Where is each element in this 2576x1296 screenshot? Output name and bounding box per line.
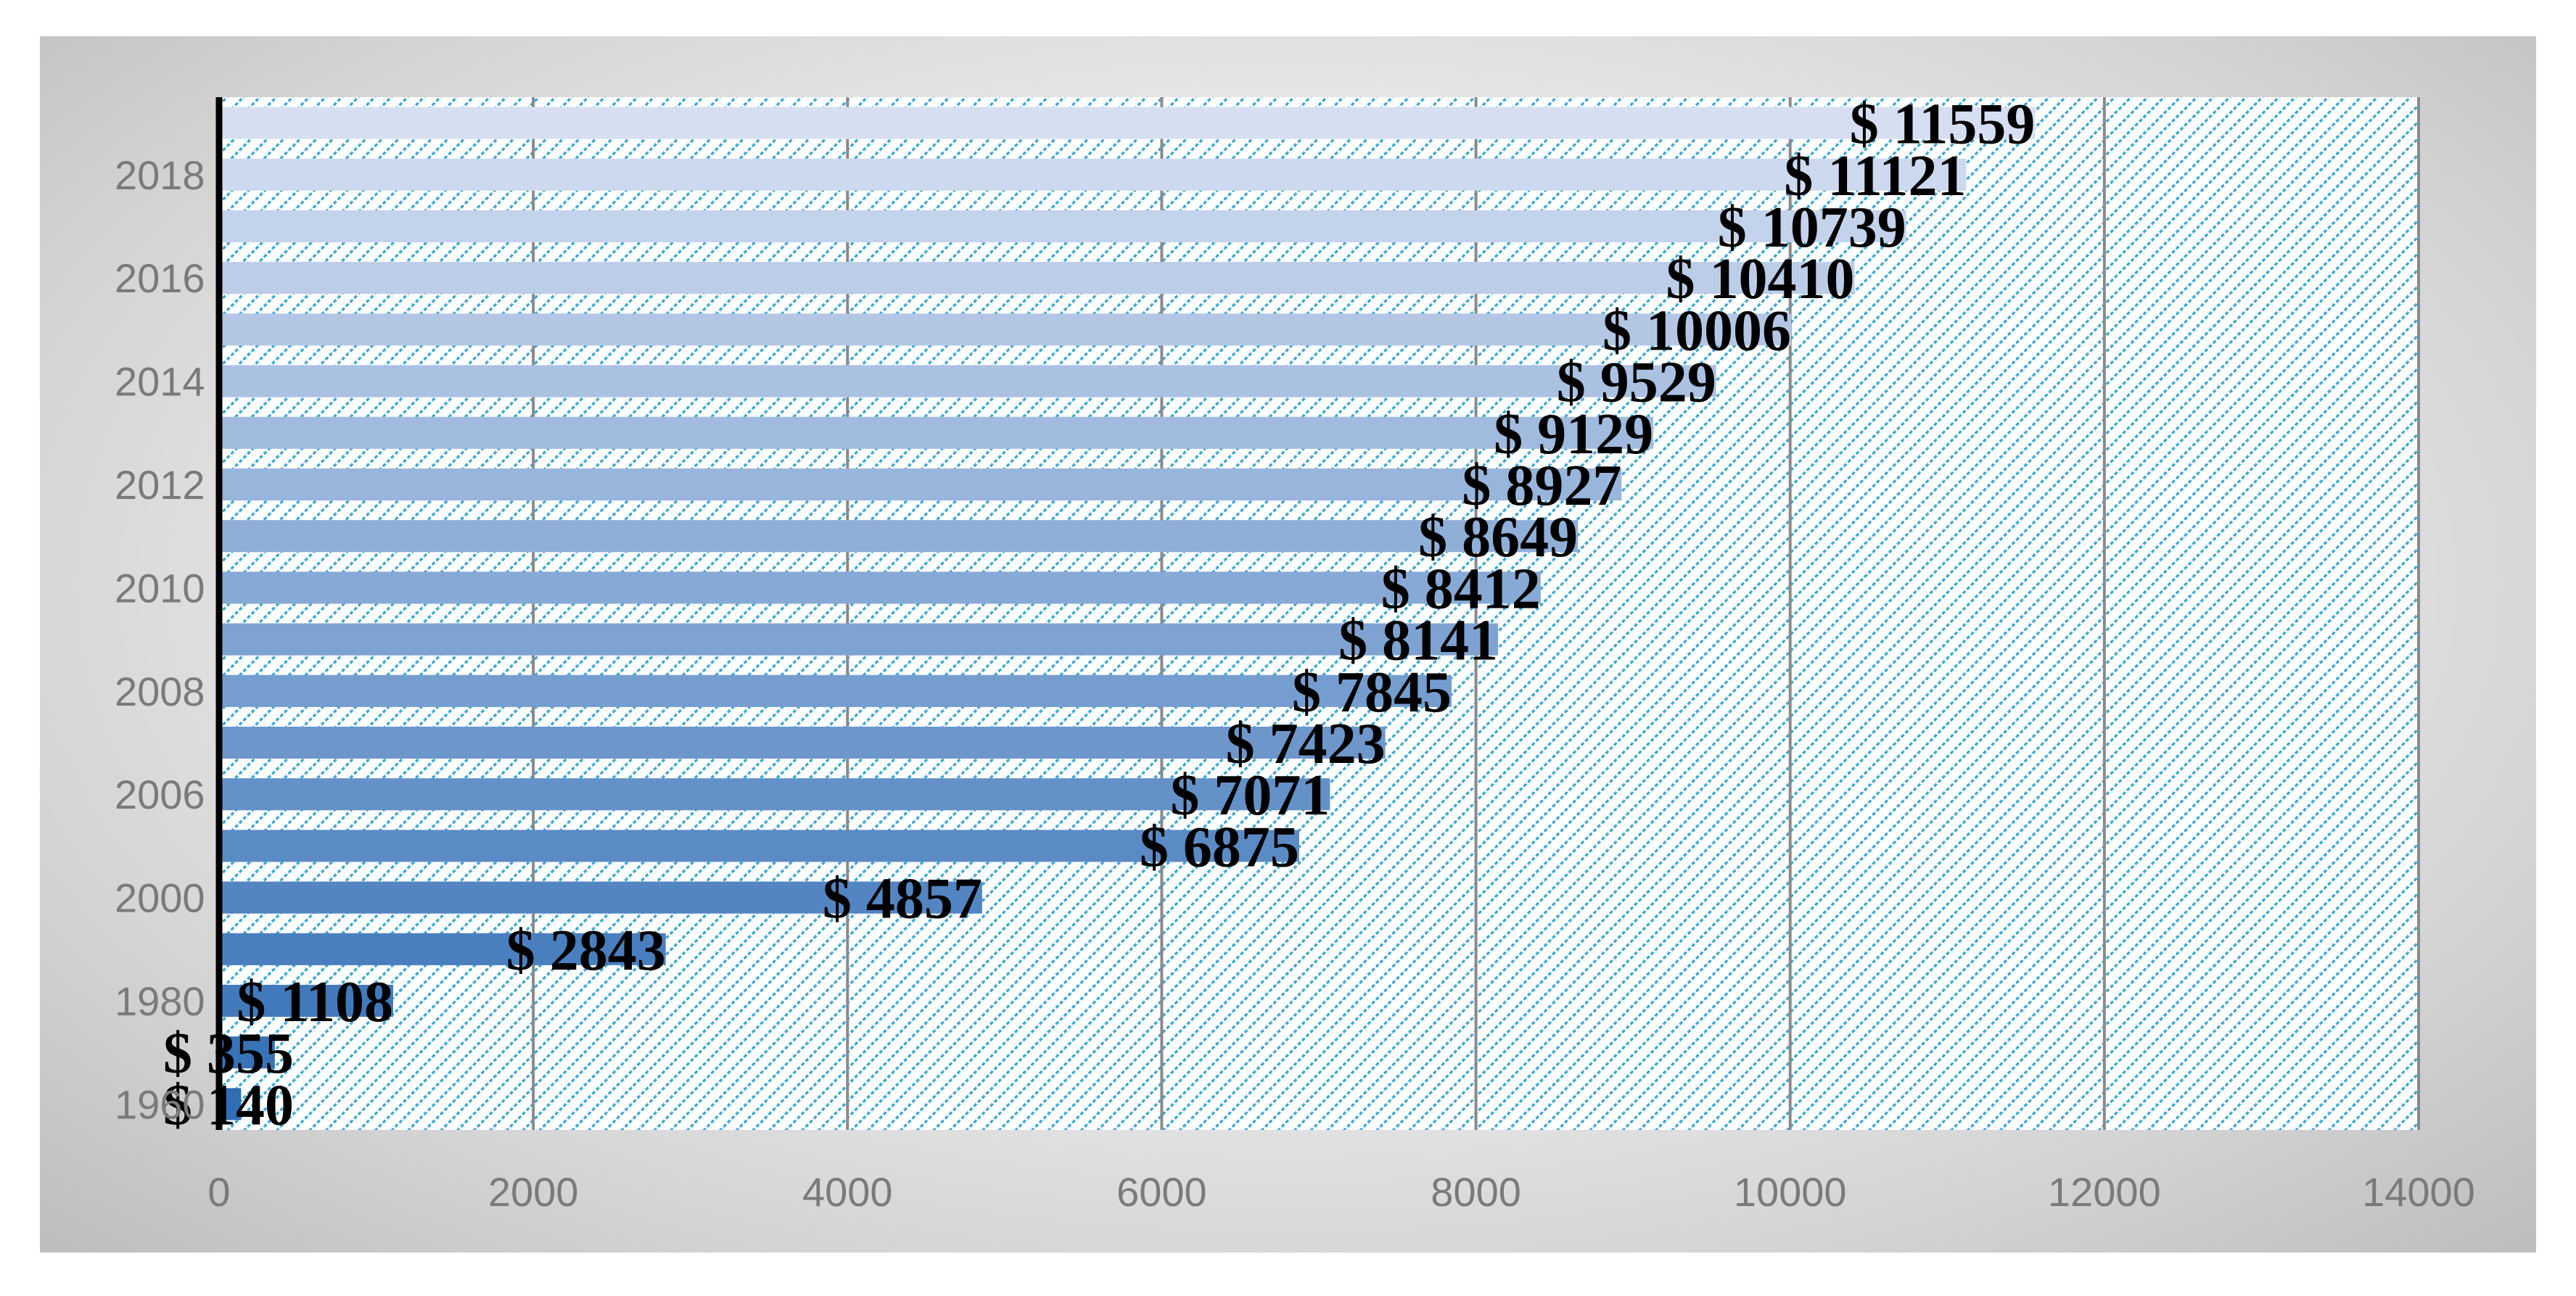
data-label-2013: $ 9129 [1494,403,1653,466]
y-tick-label-2006: 2006 [115,772,205,817]
bar-2011 [219,520,1579,553]
x-tick-label-8000: 8000 [1431,1169,1521,1215]
y-tick-label-2010: 2010 [115,565,205,611]
bar-2015 [219,313,1792,346]
data-label-1970: $ 355 [163,1022,294,1086]
x-tick-label-14000: 14000 [2362,1169,2475,1215]
data-label-1990: $ 2843 [506,919,666,983]
bar-2009 [219,623,1499,656]
bar-2013 [219,416,1654,449]
y-tick-label-2008: 2008 [115,669,205,714]
bar-1970 [219,1036,275,1069]
y-tick-label-2000: 2000 [115,875,205,921]
data-label-2006: $ 7071 [1170,764,1330,827]
bar-2005 [219,830,1299,862]
data-label-2007: $ 7423 [1226,712,1386,776]
bars [219,107,2036,1120]
bar-2010 [219,571,1541,604]
bar-2008 [219,674,1452,707]
chart-frame: $ 140 $ 355 $ 1108 $ 2843 $ 4857 $ 6875 $ 7071… [40,36,2536,1252]
bar-2006 [219,778,1330,811]
y-tick-label-2014: 2014 [115,359,205,405]
data-label-2012: $ 8927 [1462,454,1621,518]
x-tick-label-10000: 10000 [1734,1169,1847,1215]
data-label-2017: $ 10739 [1718,196,1906,260]
data-label-1960: $ 140 [163,1073,294,1137]
bar-1990 [219,933,666,965]
data-label-1980: $ 1108 [236,970,393,1034]
data-label-2016: $ 10410 [1666,247,1855,311]
data-label-2008: $ 7845 [1292,661,1452,725]
data-label-2000: $ 4857 [823,867,982,931]
x-tick-label-12000: 12000 [2048,1169,2161,1215]
data-label-2010: $ 8412 [1381,557,1541,621]
data-labels: $ 140$ 355$ 1108 $ 2843 $ 4857 $ 6875$ 7071… [163,93,2035,1138]
data-label-2018: $ 11121 [1784,144,1966,208]
y-tick-label-2012: 2012 [115,462,205,508]
y-tick-label-2016: 2016 [115,255,205,301]
bar-2017 [219,210,1906,243]
data-label-2011: $ 8649 [1418,505,1578,569]
bar-2019 [219,107,2036,139]
x-tick-label-0: 0 [207,1169,230,1215]
bar-2018 [219,158,1967,191]
bar-1960 [219,1088,242,1120]
bar-2014 [219,365,1716,397]
bar-1980 [219,984,393,1018]
data-label-2015: $ 10006 [1602,299,1791,363]
x-tick-label-2000: 2000 [488,1169,579,1215]
bar-2016 [219,262,1855,294]
bar-2007 [219,726,1386,759]
x-tick-label-4000: 4000 [802,1169,893,1215]
data-label-2005: $ 6875 [1140,815,1299,879]
data-label-2009: $ 8141 [1338,609,1498,673]
x-axis-tick-labels: 0 2000 4000 6000 8000 10000 12000 14000 [207,1169,2474,1215]
data-label-2019: $ 11559 [1850,93,2036,157]
bar-2012 [219,468,1622,501]
y-tick-label-1980: 1980 [115,978,205,1024]
y-axis-tick-labels: 1960 1980 2000 2006 2008 2010 2012 2014 2016 2018 [115,152,205,1128]
data-label-2014: $ 9529 [1557,351,1716,415]
x-tick-label-6000: 6000 [1116,1169,1207,1215]
y-tick-label-2018: 2018 [115,152,205,198]
bar-chart: $ 140$ 355$ 1108 $ 2843 $ 4857 $ 6875$ 7071… [115,93,2475,1215]
y-tick-label-1960: 1960 [115,1081,205,1127]
bar-2000 [219,881,982,914]
